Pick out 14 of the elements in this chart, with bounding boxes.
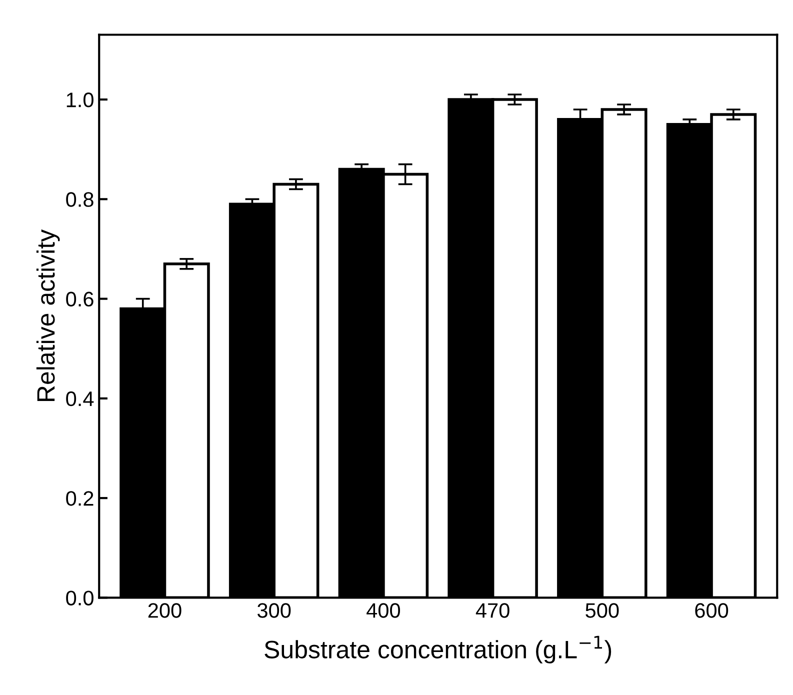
x-tick-label: 470 bbox=[476, 603, 510, 618]
y-tick-label: 0.8 bbox=[66, 192, 94, 207]
y-tick-label: 0.2 bbox=[66, 491, 94, 506]
y-tick-label: 0.4 bbox=[66, 391, 94, 406]
y-tick-label: 0.0 bbox=[66, 590, 94, 606]
x-tick-label: 300 bbox=[258, 603, 291, 618]
x-tick-label: 400 bbox=[366, 603, 400, 618]
x-tick-label: 500 bbox=[586, 603, 619, 618]
y-tick-label: 1.0 bbox=[66, 92, 94, 108]
y-tick-label: 0.6 bbox=[66, 292, 94, 307]
x-tick-label: 200 bbox=[148, 603, 182, 618]
y-axis-title: Relative activity bbox=[36, 229, 60, 402]
x-axis-title: Substrate concentration (g.L$^{−1}$) bbox=[264, 636, 612, 664]
x-tick-label: 600 bbox=[695, 603, 728, 618]
